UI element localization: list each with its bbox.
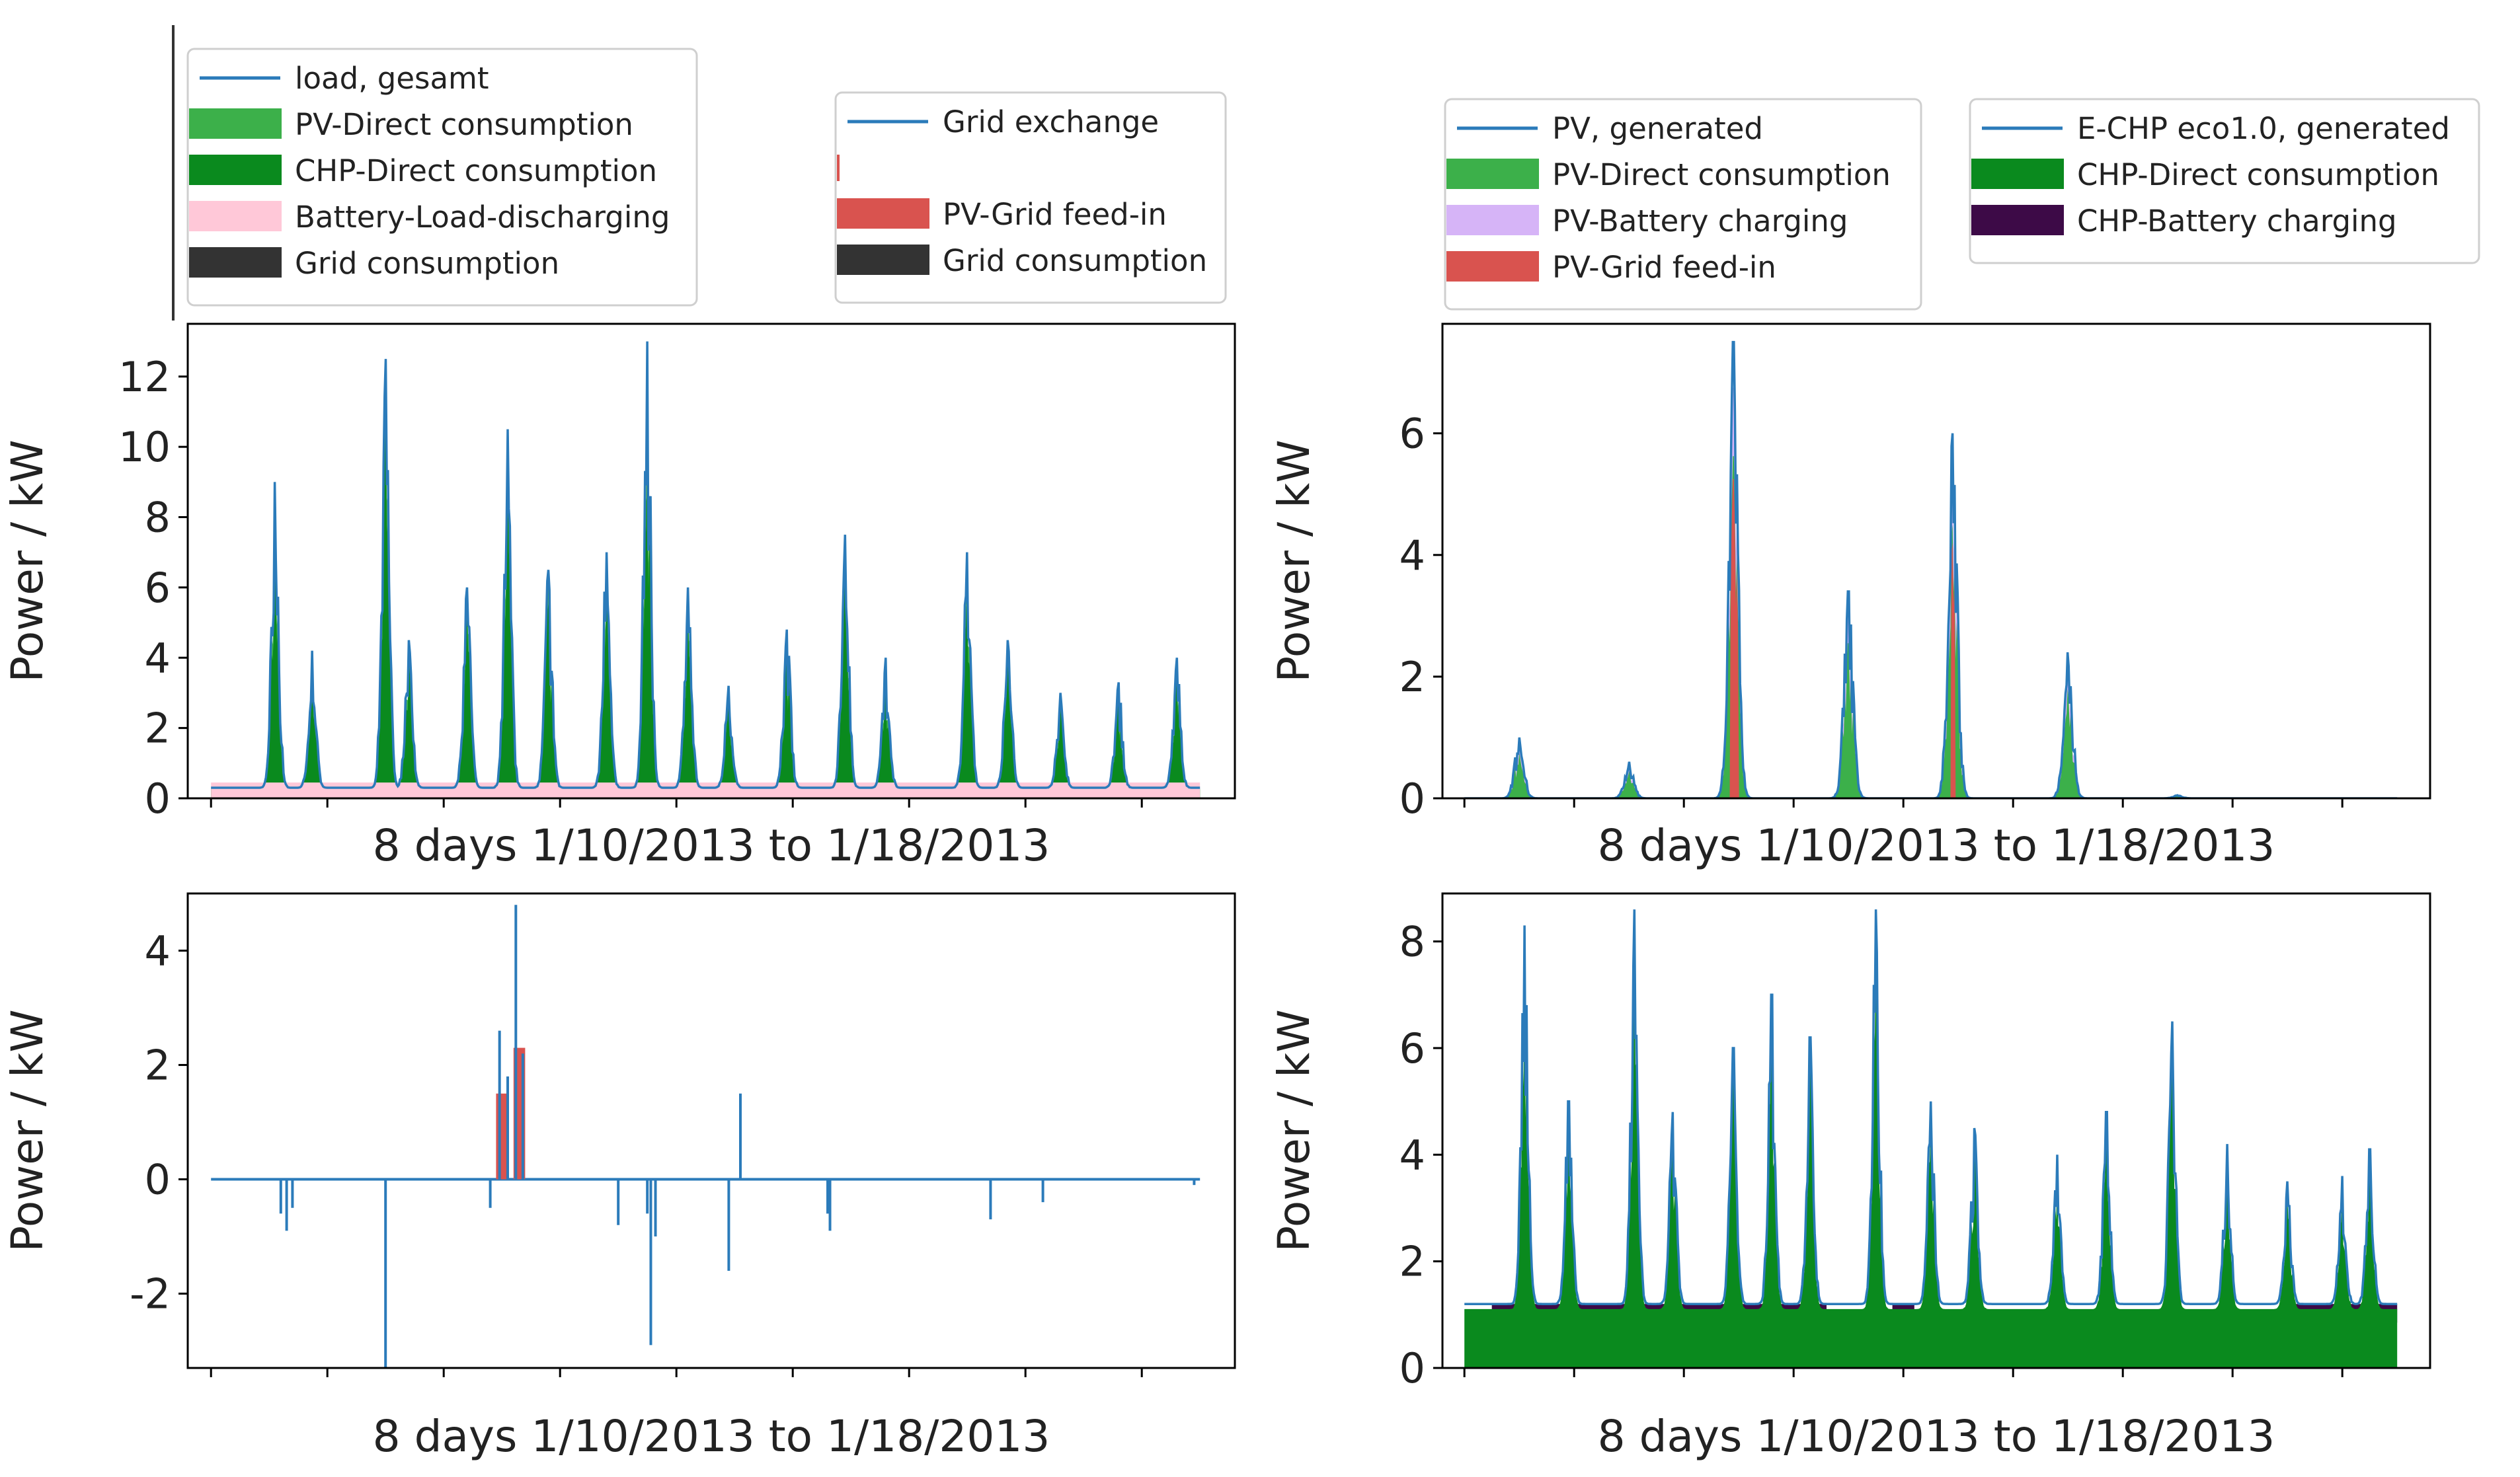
- y-axis-label: Power / kW: [1269, 1009, 1319, 1252]
- legend-entry-label: PV-Battery charging: [1552, 204, 1848, 239]
- y-tick-label: 6: [1399, 1024, 1425, 1073]
- legend-entry-label: Grid exchange: [943, 104, 1159, 139]
- legend-entry-label: PV, generated: [1552, 111, 1763, 146]
- y-tick-label: 4: [145, 634, 171, 682]
- y-tick-label: 10: [118, 423, 171, 471]
- legend-color-swatch: [189, 108, 282, 139]
- grid-plot-area: [211, 905, 1201, 1368]
- y-tick-label: 0: [145, 775, 171, 823]
- x-axis-label: 8 days 1/10/2013 to 1/18/2013: [1598, 1411, 2275, 1462]
- legend-entry-label: PV-Direct consumption: [295, 107, 633, 142]
- legend-chp-frame: [1969, 98, 2480, 264]
- legend-color-swatch: [189, 201, 282, 231]
- y-tick-label: 8: [145, 494, 171, 542]
- legend-grid-frame: [834, 91, 1227, 304]
- legend-chp: E-CHP eco1.0, generated CHP-Direct consum…: [1969, 98, 2480, 264]
- legend-entry-label: Battery-Load-discharging: [295, 200, 670, 235]
- y-tick-label: 2: [145, 1041, 171, 1090]
- x-axis-label: 8 days 1/10/2013 to 1/18/2013: [373, 820, 1050, 871]
- chp-axes-frame: [1441, 892, 2431, 1369]
- legend-entry-label: CHP-Direct consumption: [2077, 157, 2439, 192]
- legend-entry-label: PV-Grid feed-in: [943, 197, 1167, 232]
- y-axis-label: Power / kW: [2, 439, 53, 682]
- y-tick-label: 4: [1399, 531, 1425, 580]
- legend-color-swatch: [189, 155, 282, 185]
- y-tick-label: 6: [1399, 410, 1425, 458]
- y-tick-label: 0: [145, 1156, 171, 1204]
- series-fill-chp-direct-consumption: [211, 410, 1201, 798]
- legend-load: load, gesamt PV-Direct consumption CHP-Dir…: [186, 48, 698, 307]
- chp-plot-area: [1464, 909, 2398, 1368]
- legend-color-swatch: [189, 247, 282, 278]
- y-tick-label: 0: [1399, 1344, 1425, 1392]
- y-tick-label: 2: [145, 704, 171, 753]
- y-tick-label: 2: [1399, 1238, 1425, 1286]
- x-axis-label: 8 days 1/10/2013 to 1/18/2013: [373, 1411, 1050, 1462]
- y-tick-label: 6: [145, 564, 171, 612]
- legend-load-frame: [186, 48, 698, 307]
- series-line-pv-generated: [1464, 340, 2398, 798]
- legend-grid: Grid exchange PV-Grid feed-in Grid consump…: [834, 91, 1227, 304]
- legend-pv: PV, generated PV-Direct consumption PV-Bat…: [1444, 98, 1922, 311]
- legend-entry-label: PV-Grid feed-in: [1552, 250, 1776, 285]
- legend-entry-label: CHP-Battery charging: [2077, 204, 2397, 239]
- legend-entry-label: load, gesamt: [295, 61, 489, 96]
- legend-pv-frame: [1444, 98, 1922, 311]
- legend-entry-label: CHP-Direct consumption: [295, 153, 657, 188]
- y-tick-label: 2: [1399, 653, 1425, 701]
- pv-axes-frame: [1441, 322, 2431, 800]
- x-axis-label: 8 days 1/10/2013 to 1/18/2013: [1598, 820, 2275, 871]
- series-line-load-gesamt: [211, 341, 1201, 789]
- series-fill-battery-load-discharging: [211, 782, 1201, 798]
- pv-grid-feed-in-area: [496, 1093, 508, 1180]
- legend-color-swatch: [837, 198, 929, 229]
- y-axis-label: Power / kW: [1269, 439, 1319, 682]
- series-fill-pv-direct-consumption: [1464, 456, 2398, 798]
- chart-load-panel: 0 2 4 6 8 10 12 8 days 1/10/2013 to 1/18/2013 Po…: [2, 322, 1236, 871]
- series-fill-pv-grid-feed-in: [1464, 478, 2398, 798]
- legend-entry-label: PV-Direct consumption: [1552, 157, 1891, 192]
- chart-pv-panel: 0 2 4 6 8 days 1/10/2013 to 1/18/2013 Power /…: [1269, 322, 2431, 871]
- y-tick-label: -2: [130, 1270, 171, 1318]
- y-axis-label: Power / kW: [2, 1009, 53, 1252]
- chart-grid-panel: -2 0 2 4 8 days 1/10/2013 to 1/18/2013 Power …: [2, 892, 1236, 1462]
- series-fill-pv-battery-charging: [1464, 387, 2398, 798]
- y-tick-label: 4: [1399, 1131, 1425, 1179]
- legend-color-swatch: [1446, 251, 1539, 282]
- y-tick-label: 12: [118, 353, 171, 401]
- legend-color-swatch: [1971, 159, 2064, 189]
- legend-color-swatch: [837, 245, 929, 275]
- load-axes-frame: [186, 322, 1236, 800]
- grid-axes-frame: [186, 892, 1236, 1369]
- legend-entry-label: Grid consumption: [295, 246, 559, 281]
- series-line-e-chp-eco1-0-generated: [1464, 909, 2398, 1305]
- y-tick-label: 4: [145, 927, 171, 975]
- chart-chp-panel: 0 2 4 6 8 8 days 1/10/2013 to 1/18/2013 Power …: [1269, 892, 2431, 1462]
- legend-color-swatch: [1446, 205, 1539, 235]
- y-tick-label: 0: [1399, 775, 1425, 823]
- legend-entry-label: E-CHP eco1.0, generated: [2077, 111, 2450, 146]
- pv-plot-area: [1464, 340, 2398, 798]
- series-fill-pv-direct-consumption: [211, 364, 1201, 798]
- y-tick-label: 8: [1399, 918, 1425, 966]
- legend-color-swatch: [1446, 159, 1539, 189]
- load-plot-area: [211, 341, 1201, 798]
- legend-entry-label: Grid consumption: [943, 243, 1207, 278]
- legend-color-swatch: [1971, 205, 2064, 235]
